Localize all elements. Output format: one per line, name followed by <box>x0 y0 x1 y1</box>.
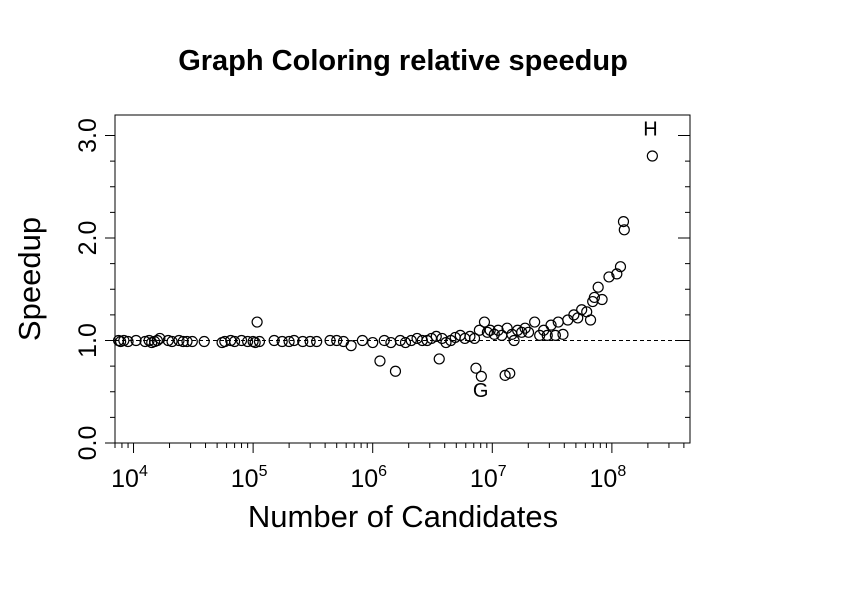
data-point <box>276 335 288 348</box>
data-point <box>324 334 336 347</box>
annotation-label: H <box>643 119 657 141</box>
y-axis: 0.0 1.0 2.0 3.0 <box>74 118 115 460</box>
data-point <box>198 335 210 348</box>
data-point <box>568 309 580 321</box>
data-point <box>143 334 155 347</box>
data-point <box>283 335 295 348</box>
x-tick-label: 104 <box>111 463 148 493</box>
data-point <box>516 326 528 338</box>
data-point <box>288 334 300 347</box>
data-point <box>177 335 189 348</box>
y-axis-label: Speedup <box>12 217 47 341</box>
data-point <box>430 330 442 342</box>
data-point <box>122 335 134 348</box>
x-tick-label: 105 <box>231 463 268 493</box>
data-point <box>268 334 280 347</box>
x-tick-label: 108 <box>590 463 627 493</box>
data-point <box>356 334 368 347</box>
data-point <box>588 291 600 304</box>
data-point <box>173 334 185 347</box>
x-tick-label: 107 <box>470 463 507 493</box>
data-points <box>112 150 658 382</box>
data-point <box>519 322 531 334</box>
data-point <box>311 335 323 348</box>
data-point <box>576 304 588 316</box>
data-point <box>545 319 557 331</box>
x-axis-label: Number of Candidates <box>248 499 558 534</box>
data-point <box>378 334 390 347</box>
data-point <box>484 324 496 336</box>
data-point <box>617 216 630 228</box>
data-point <box>470 362 482 374</box>
y-tick-label: 1.0 <box>74 323 102 358</box>
data-point <box>242 335 254 348</box>
data-point <box>541 329 553 341</box>
data-point <box>436 332 448 345</box>
data-point <box>478 316 491 328</box>
data-point <box>249 336 261 349</box>
data-point <box>562 314 574 326</box>
data-point <box>253 335 266 348</box>
data-point <box>389 365 402 377</box>
y-tick-label: 0.0 <box>74 426 102 461</box>
data-point <box>611 268 623 280</box>
data-point <box>228 335 241 348</box>
data-point <box>592 281 604 293</box>
data-point <box>440 336 452 349</box>
data-point <box>251 316 263 328</box>
y-tick-label: 2.0 <box>74 221 102 256</box>
data-point <box>331 334 343 347</box>
data-point <box>529 316 541 328</box>
data-point <box>367 336 379 349</box>
data-point <box>504 367 516 379</box>
data-point <box>433 353 445 365</box>
data-point <box>118 334 130 347</box>
annotations: GH <box>473 119 658 402</box>
data-point <box>468 332 481 345</box>
data-point <box>596 293 608 306</box>
data-point <box>166 335 178 348</box>
data-point <box>345 340 357 352</box>
data-point <box>618 224 630 236</box>
data-point <box>488 328 500 340</box>
data-point <box>557 328 569 340</box>
data-point <box>304 335 316 348</box>
x-tick-label: 106 <box>350 463 387 493</box>
right-axis-ticks <box>678 135 690 444</box>
data-point <box>385 336 397 349</box>
data-point <box>475 370 487 382</box>
data-point <box>151 334 163 347</box>
data-point <box>374 355 386 367</box>
data-point <box>549 329 561 341</box>
data-point <box>130 334 142 347</box>
data-point <box>508 334 520 347</box>
annotation-label: G <box>473 380 489 402</box>
data-point <box>235 334 248 347</box>
data-point <box>646 150 658 162</box>
data-point <box>603 271 615 283</box>
data-point <box>614 261 627 273</box>
data-point <box>473 324 485 336</box>
data-point <box>337 335 350 348</box>
data-point <box>399 336 412 349</box>
data-point <box>181 335 193 348</box>
y-tick-label: 3.0 <box>74 118 102 153</box>
data-point <box>584 314 597 326</box>
data-point <box>394 334 406 347</box>
data-point <box>297 335 309 348</box>
data-point <box>481 326 493 338</box>
data-point <box>154 332 166 345</box>
plot-frame <box>114 114 691 444</box>
data-point <box>186 335 198 348</box>
chart-title: Graph Coloring relative speedup <box>178 45 628 77</box>
data-point <box>522 326 535 338</box>
x-axis: 104 105 106 107 108 <box>111 443 685 493</box>
data-point <box>405 334 417 347</box>
